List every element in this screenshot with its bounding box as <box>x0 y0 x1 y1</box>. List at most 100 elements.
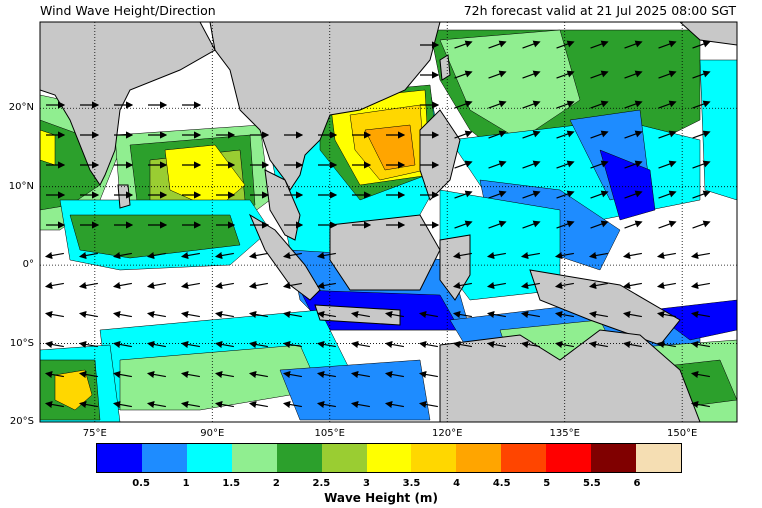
lon-tick-label: 105°E <box>314 428 345 439</box>
colorbar-swatch <box>636 444 681 472</box>
direction-arrow <box>316 251 336 260</box>
landmass <box>439 54 451 81</box>
direction-arrow <box>454 220 473 229</box>
direction-arrow <box>418 310 438 319</box>
direction-arrow <box>316 310 336 319</box>
lat-tick-label: 20°N <box>8 102 34 114</box>
colorbar-swatch <box>591 444 637 472</box>
colorbar-label: Wave Height (m) <box>324 491 438 505</box>
landmass <box>40 22 216 186</box>
landmass <box>209 22 441 191</box>
direction-arrow <box>454 70 473 79</box>
direction-arrow <box>146 310 166 319</box>
direction-arrow <box>146 370 166 379</box>
colorbar-swatch <box>411 444 457 472</box>
direction-arrow <box>248 400 268 409</box>
direction-arrow <box>384 400 404 409</box>
direction-arrow <box>44 310 64 319</box>
direction-arrow <box>384 340 404 349</box>
direction-arrow <box>554 251 574 260</box>
direction-arrow <box>488 40 507 49</box>
direction-arrow <box>486 310 506 319</box>
direction-arrow <box>658 190 677 199</box>
direction-arrow <box>282 310 302 319</box>
direction-arrow <box>522 220 541 229</box>
direction-arrow <box>656 251 676 260</box>
direction-arrow <box>588 251 608 260</box>
colorbar-tick-label: 1.5 <box>222 478 241 489</box>
direction-arrow <box>520 340 540 349</box>
direction-arrow <box>588 281 608 290</box>
colorbar-swatch <box>366 444 412 472</box>
landmass <box>419 109 461 201</box>
direction-arrow <box>692 70 711 79</box>
landmass <box>264 169 301 241</box>
direction-arrow <box>520 310 540 319</box>
direction-arrow <box>282 370 302 379</box>
chart-title: Wind Wave Height/Direction <box>40 3 216 18</box>
direction-arrow <box>522 130 541 139</box>
direction-arrow <box>112 370 132 379</box>
direction-arrow <box>452 281 472 290</box>
colorbar-swatch <box>186 444 232 472</box>
direction-arrow <box>690 400 710 409</box>
direction-arrow <box>112 281 132 290</box>
colorbar-swatch <box>456 444 502 472</box>
colorbar-tick-label: 4 <box>453 478 461 489</box>
direction-arrow <box>622 281 642 290</box>
direction-arrow <box>454 40 473 49</box>
lat-tick-label: 10°N <box>8 180 34 192</box>
direction-arrow <box>486 340 506 349</box>
direction-arrow <box>248 310 268 319</box>
direction-arrow <box>590 190 609 199</box>
direction-arrow <box>418 400 438 409</box>
direction-arrow <box>418 370 438 379</box>
direction-arrow <box>180 370 200 379</box>
direction-arrow <box>488 190 507 199</box>
direction-arrow <box>146 400 166 409</box>
direction-arrow <box>690 251 710 260</box>
direction-arrow <box>520 251 540 260</box>
map-frame <box>39 21 738 423</box>
direction-arrow <box>248 370 268 379</box>
colorbar-tick-label: 2.5 <box>312 478 331 489</box>
direction-arrow <box>452 251 472 260</box>
direction-arrow <box>488 220 507 229</box>
direction-arrow <box>590 220 609 229</box>
lon-tick-label: 150°E <box>666 428 698 439</box>
wave-band <box>439 29 581 141</box>
colorbar-tick-label: 0.5 <box>132 478 150 489</box>
direction-arrow <box>692 100 711 109</box>
wave-height-colorbar <box>96 443 682 473</box>
lat-tick-label: 20°S <box>9 416 34 427</box>
direction-arrow <box>692 190 711 199</box>
land-masses <box>40 22 737 422</box>
colorbar-swatch <box>276 444 322 472</box>
direction-arrow <box>214 400 234 409</box>
direction-arrow <box>214 340 234 349</box>
direction-arrow <box>624 100 643 109</box>
direction-arrow <box>690 281 710 290</box>
colorbar-tick-label: 6 <box>633 478 641 489</box>
direction-arrow <box>112 310 132 319</box>
direction-arrow <box>590 130 609 139</box>
direction-arrow <box>214 251 234 260</box>
direction-arrow <box>522 190 541 199</box>
colorbar-tick-label: 2 <box>272 478 280 489</box>
forecast-valid-time: 72h forecast valid at 21 Jul 2025 08:00 … <box>463 3 736 18</box>
direction-arrow <box>488 100 507 109</box>
direction-arrow <box>522 100 541 109</box>
landmass <box>117 184 131 209</box>
direction-arrow <box>624 70 643 79</box>
direction-arrow <box>658 220 677 229</box>
wave-band <box>599 149 656 221</box>
direction-arrow <box>520 281 540 290</box>
colorbar-tick-label: 5.5 <box>582 478 601 489</box>
direction-arrow <box>316 400 336 409</box>
direction-arrow <box>282 281 302 290</box>
direction-arrow <box>44 251 64 260</box>
direction-arrow <box>316 340 336 349</box>
direction-arrow <box>488 160 507 169</box>
direction-arrow <box>180 251 200 260</box>
